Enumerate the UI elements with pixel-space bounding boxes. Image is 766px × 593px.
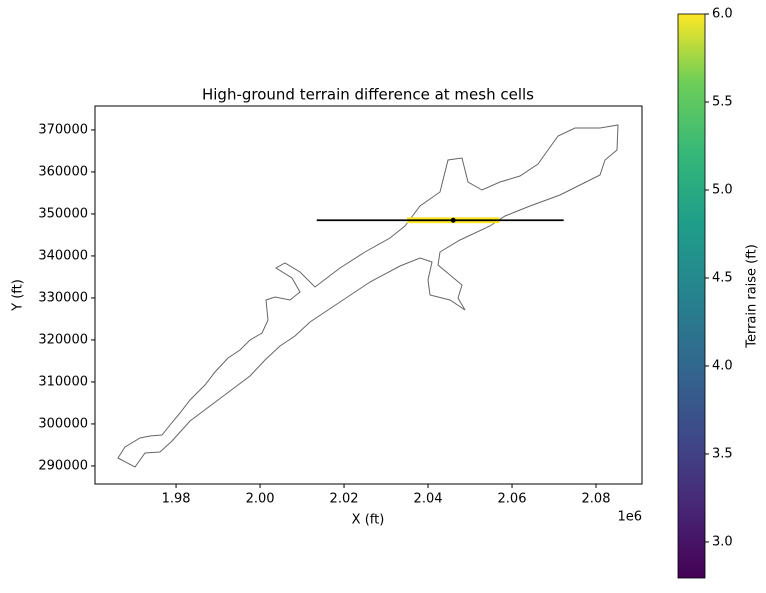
- y-tick-label: 290000: [38, 458, 88, 473]
- profile-point: [450, 217, 456, 223]
- x-tick-label: 2.04: [414, 492, 443, 507]
- x-tick-label: 2.00: [246, 492, 275, 507]
- plot-frame: [94, 105, 643, 485]
- colorbar-tick-label: 5.0: [712, 182, 733, 197]
- colorbar-tick-label: 4.0: [712, 358, 733, 373]
- y-tick-label: 340000: [38, 248, 88, 263]
- colorbar-tick-label: 3.5: [712, 446, 733, 461]
- x-axis-label: X (ft): [352, 513, 385, 528]
- x-offset-label: 1e6: [617, 510, 642, 525]
- chart-title: High-ground terrain difference at mesh c…: [202, 86, 534, 104]
- x-tick-label: 2.02: [330, 492, 359, 507]
- colorbar-tick-label: 4.5: [712, 270, 733, 285]
- colorbar-label: Terrain raise (ft): [745, 244, 760, 349]
- y-tick-label: 350000: [38, 206, 88, 221]
- y-tick-label: 300000: [38, 416, 88, 431]
- colorbar-tick-label: 3.0: [712, 534, 733, 549]
- shoreline: [117, 124, 619, 468]
- y-tick-label: 310000: [38, 374, 88, 389]
- y-axis-label: Y (ft): [11, 279, 26, 312]
- y-tick-label: 370000: [38, 122, 88, 137]
- x-tick-label: 1.98: [162, 492, 191, 507]
- y-tick-label: 320000: [38, 332, 88, 347]
- x-tick-label: 2.06: [498, 492, 527, 507]
- colorbar-tick-label: 6.0: [712, 7, 733, 22]
- x-tick-label: 2.08: [582, 492, 611, 507]
- y-tick-label: 330000: [38, 290, 88, 305]
- colorbar-tick-label: 5.5: [712, 94, 733, 109]
- y-tick-label: 360000: [38, 164, 88, 179]
- colorbar: [677, 13, 706, 579]
